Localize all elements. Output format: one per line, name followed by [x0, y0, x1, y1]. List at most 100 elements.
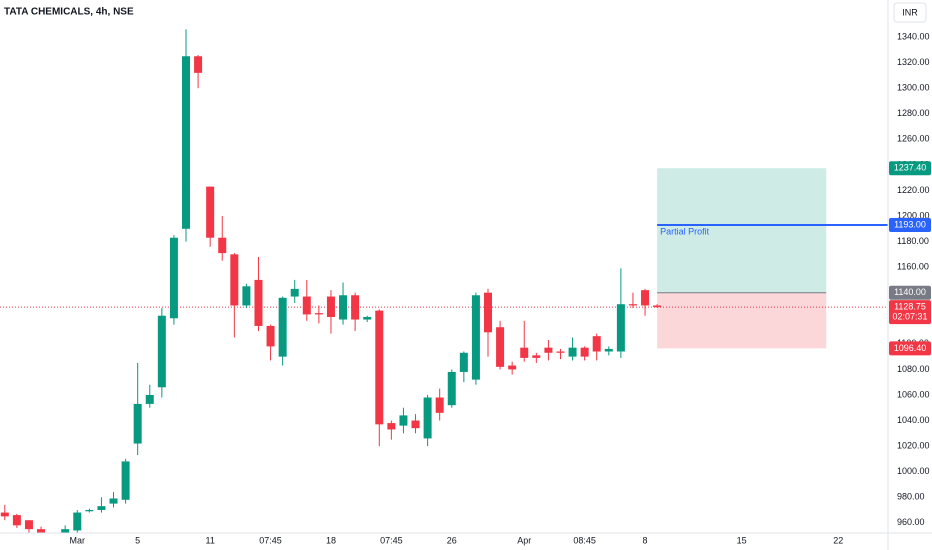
candle-body [423, 397, 432, 439]
y-tick-label: 960.00 [897, 517, 925, 527]
y-tick-label: 1040.00 [897, 415, 930, 425]
x-tick-label: Mar [70, 535, 86, 545]
partial-profit-text: Partial Profit [660, 226, 710, 236]
x-tick-label: 07:45 [380, 535, 403, 545]
candle-body [604, 348, 613, 352]
x-tick-label: 22 [833, 535, 843, 545]
candle-body [532, 355, 541, 358]
partial-profit-tag-bg [889, 217, 931, 232]
candle-body [302, 296, 311, 315]
x-tick-label: 26 [447, 535, 457, 545]
candle-body [157, 315, 166, 388]
x-tick-label: 5 [135, 535, 140, 545]
candle-body [242, 286, 251, 306]
chart-title: TATA CHEMICALS, 4h, NSE [4, 7, 134, 18]
x-tick-label: 08:45 [573, 535, 596, 545]
y-tick-label: 1320.00 [897, 57, 930, 67]
candle-body [73, 512, 82, 531]
y-tick-label: 1020.00 [897, 440, 930, 450]
candle-body [592, 336, 601, 352]
candle-body [544, 347, 553, 353]
candle-body [641, 290, 650, 306]
candle-body [435, 397, 444, 413]
x-tick-label: 07:45 [259, 535, 282, 545]
candle-body [363, 316, 372, 320]
candle-body [484, 292, 492, 333]
entry-tag: 1140.00 [894, 287, 926, 297]
candle-body [653, 305, 662, 308]
candle-body [230, 254, 239, 306]
candle-body [314, 313, 323, 315]
currency-button[interactable] [893, 2, 927, 23]
stop-tag: 1096.40 [894, 343, 927, 353]
candle-body [628, 304, 637, 306]
candle-body [399, 415, 408, 426]
candle-body [290, 288, 299, 297]
y-tick-label: 1300.00 [897, 83, 930, 93]
candle-body [97, 506, 106, 510]
currency-label[interactable]: INR [902, 7, 918, 17]
candle-body [520, 347, 529, 358]
stop-zone [657, 292, 827, 349]
candle-body [278, 297, 287, 357]
candle-body [194, 56, 203, 73]
candle-body [375, 310, 384, 425]
candle-body [471, 295, 480, 380]
y-tick-label: 1260.00 [897, 134, 930, 144]
candle-body [206, 186, 215, 238]
target-zone [657, 168, 827, 293]
candle-body [568, 347, 577, 357]
candle-body [266, 325, 275, 347]
candle-body [109, 498, 118, 504]
candle-body [121, 461, 130, 500]
candle-body [12, 515, 21, 526]
candle-body [387, 423, 396, 430]
candle-body [496, 327, 505, 367]
last-price-tag: 1128.75 [894, 301, 926, 311]
candle-body [447, 371, 456, 406]
candle-body [351, 295, 360, 320]
candle-body [616, 304, 625, 352]
candle-body [459, 352, 468, 372]
target-tag-bg [889, 161, 931, 176]
x-tick-label: 18 [326, 535, 336, 545]
y-tick-label: 980.00 [897, 492, 925, 502]
candle-body [24, 520, 33, 530]
x-tick-label: 11 [205, 535, 214, 545]
partial-profit-tag: 1193.00 [894, 219, 926, 229]
candle-body [182, 56, 190, 229]
y-tick-label: 1080.00 [897, 364, 930, 374]
candle-body [145, 394, 154, 404]
candle-body [49, 538, 57, 542]
y-tick-label: 1060.00 [897, 389, 930, 399]
y-tick-label: 1280.00 [897, 108, 930, 118]
y-tick-label: 1180.00 [897, 236, 929, 246]
x-tick-label: 15 [737, 535, 747, 545]
x-tick-label: Apr [517, 535, 531, 545]
y-tick-label: 1000.00 [897, 466, 930, 476]
candle-body [133, 403, 142, 444]
candle-body [0, 512, 9, 517]
candle-body [508, 365, 517, 370]
entry-tag-bg [889, 285, 931, 300]
candle-body [254, 279, 263, 326]
y-tick-label: 1220.00 [897, 185, 930, 195]
plot-area: Partial Profit [0, 29, 888, 542]
last-price-tag-bg [889, 300, 931, 325]
candle-body [326, 296, 335, 317]
candle-body [61, 529, 70, 533]
candle-body [580, 347, 589, 357]
candle-body [339, 295, 348, 320]
y-tick-label: 1160.00 [897, 262, 929, 272]
candle-body [556, 351, 565, 353]
countdown: 02:07:31 [892, 311, 927, 321]
candle-body [37, 529, 46, 533]
candle-body [85, 509, 94, 512]
candle-body [218, 237, 227, 254]
x-tick-label: 8 [643, 535, 648, 545]
candle-body [411, 420, 420, 429]
target-tag: 1237.40 [894, 163, 927, 173]
y-tick-label: 1200.00 [897, 210, 930, 220]
